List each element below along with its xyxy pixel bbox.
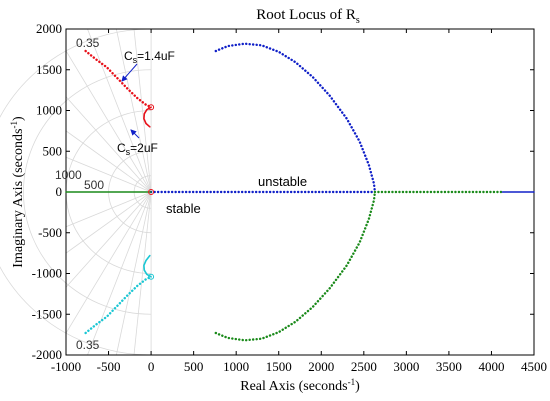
x-axis-label: Real Axis (seconds-1) [240, 377, 360, 394]
grid-ray-1-0 [115, 28, 152, 193]
x-axis-ticks: -1000 -500 0 500 1000 1500 2000 2500 3000 3500 400… [51, 29, 547, 374]
series-0 [84, 49, 153, 109]
chart-title: Root Locus of Rs [256, 7, 360, 26]
y-tick-label-3: -500 [38, 225, 62, 240]
unstable-label: unstable [258, 174, 307, 189]
series-2 [84, 275, 153, 335]
x-tick-label-6: 2000 [308, 359, 334, 374]
grid-ray-6-1 [65, 191, 152, 228]
y-tick-label-7: 1500 [36, 62, 62, 77]
grid-ray-4-1 [65, 191, 152, 288]
y-tick-label-1: -1500 [32, 306, 62, 321]
y-tick-label-6: 1000 [36, 103, 62, 118]
series-4 [214, 42, 377, 194]
x-tick-label-0: -1000 [51, 359, 81, 374]
cs-top-arrow [121, 63, 138, 82]
y-tick-label-2: -1000 [32, 266, 62, 281]
grid-ray-0-0 [133, 28, 152, 193]
grid-ray-4-0 [65, 96, 152, 193]
series-5 [214, 190, 377, 342]
series-3 [143, 254, 152, 278]
frequency-label-500: 500 [84, 178, 104, 192]
locus-markers [148, 104, 155, 280]
y-axis-label: Imaginary Axis (seconds-1) [9, 116, 26, 268]
frequency-label-1000: 1000 [55, 168, 82, 182]
polar-grid [0, 28, 152, 356]
cs-bottom-label: Cs=2uF [117, 141, 158, 157]
x-tick-label-10: 4000 [478, 359, 504, 374]
x-tick-label-4: 1000 [223, 359, 249, 374]
grid-ray-3-1 [65, 191, 152, 334]
damping-label-bottom: 0.35 [76, 338, 100, 352]
damping-label-top: 0.35 [76, 36, 100, 50]
x-tick-label-8: 3000 [393, 359, 419, 374]
grid-ray-0-1 [133, 191, 152, 356]
stable-label: stable [166, 201, 201, 216]
grid-ray-5-1 [65, 191, 152, 254]
x-tick-label-7: 2500 [351, 359, 377, 374]
series-1 [143, 106, 152, 128]
x-tick-label-5: 1500 [266, 359, 292, 374]
x-tick-label-2: 0 [148, 359, 155, 374]
cs-top-label: Cs=1.4uF [124, 49, 175, 65]
grid-ray-2-0 [87, 28, 152, 193]
grid-ray-1-1 [115, 191, 152, 356]
grid-arc-3 [23, 69, 152, 315]
grid-arc-4 [0, 28, 152, 356]
x-tick-label-3: 500 [184, 359, 204, 374]
x-tick-label-1: -500 [97, 359, 121, 374]
grid-ray-6-0 [65, 156, 152, 193]
y-tick-label-5: 500 [43, 143, 63, 158]
y-tick-label-8: 2000 [36, 21, 62, 36]
x-tick-label-11: 4500 [521, 359, 547, 374]
cs-bottom-arrow [130, 129, 140, 139]
locus-series [65, 42, 535, 342]
y-tick-label-4: 0 [56, 184, 63, 199]
x-tick-label-9: 3500 [436, 359, 462, 374]
marker-1 [148, 273, 155, 280]
marker-0 [148, 104, 155, 111]
y-tick-label-0: -2000 [32, 347, 62, 362]
grid-ray-5-0 [65, 130, 152, 193]
grid-ray-3-0 [65, 50, 152, 193]
grid-ray-2-1 [87, 191, 152, 356]
marker-2 [148, 189, 155, 195]
